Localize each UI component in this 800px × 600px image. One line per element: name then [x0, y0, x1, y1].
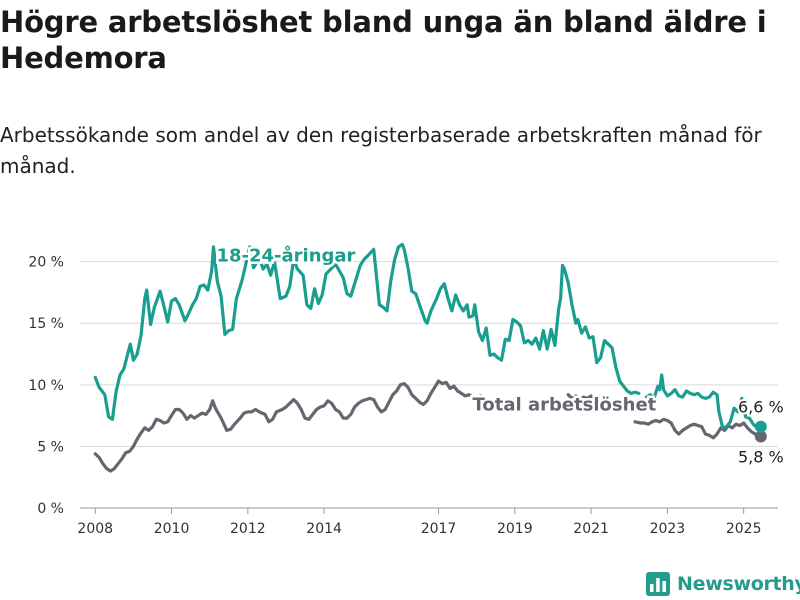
series-label-total: Total arbetslöshet: [473, 395, 657, 416]
x-tick-label: 2021: [573, 521, 609, 537]
series-lines: [93, 242, 767, 473]
series-label-18-24: 18-24-åringar: [216, 245, 355, 267]
y-tick-label: 0 %: [37, 501, 64, 517]
x-tick-label: 2025: [726, 521, 762, 537]
x-tick-label: 2014: [306, 521, 342, 537]
series-labels: 5,8 % 6,6 % 18-24-åringar Total arbetslöshe…: [214, 242, 786, 468]
brand-name: Newsworthy: [677, 573, 800, 595]
x-tick-label: 2019: [497, 521, 533, 537]
bar-chart-icon: [646, 572, 670, 596]
x-tick-label: 2023: [650, 521, 686, 537]
y-tick-label: 15 %: [28, 316, 64, 332]
y-tick-label: 5 %: [37, 439, 64, 455]
series-line-total: [633, 417, 763, 440]
end-point-18-24: [754, 420, 767, 433]
series-line-total: [566, 393, 597, 402]
y-tick-label: 10 %: [28, 378, 64, 394]
end-label-18-24: 6,6 %: [738, 398, 784, 417]
y-tick-label: 20 %: [28, 255, 64, 271]
series-line-18-24: [644, 373, 763, 430]
grid-lines: [80, 261, 778, 509]
series-line-total: [93, 379, 486, 473]
end-point-total: [754, 430, 767, 443]
chart-subtitle: Arbetssökande som andel av den registerb…: [0, 123, 762, 178]
end-label-total: 5,8 %: [738, 448, 784, 467]
chart-title: Högre arbetslöshet bland unga än bland ä…: [0, 5, 767, 75]
x-axis: 2008 2010 2012 2014 2017 2019 2021 2023 2025: [77, 508, 761, 537]
x-tick-label: 2012: [230, 521, 266, 537]
x-tick-label: 2017: [421, 521, 457, 537]
series-line-18-24: [93, 242, 641, 421]
newsworthy-logo: Newsworthy: [646, 569, 800, 599]
x-tick-label: 2010: [154, 521, 190, 537]
x-tick-label: 2008: [77, 521, 113, 537]
y-axis-tick-labels: 0 % 5 % 10 % 15 % 20 %: [28, 255, 64, 517]
